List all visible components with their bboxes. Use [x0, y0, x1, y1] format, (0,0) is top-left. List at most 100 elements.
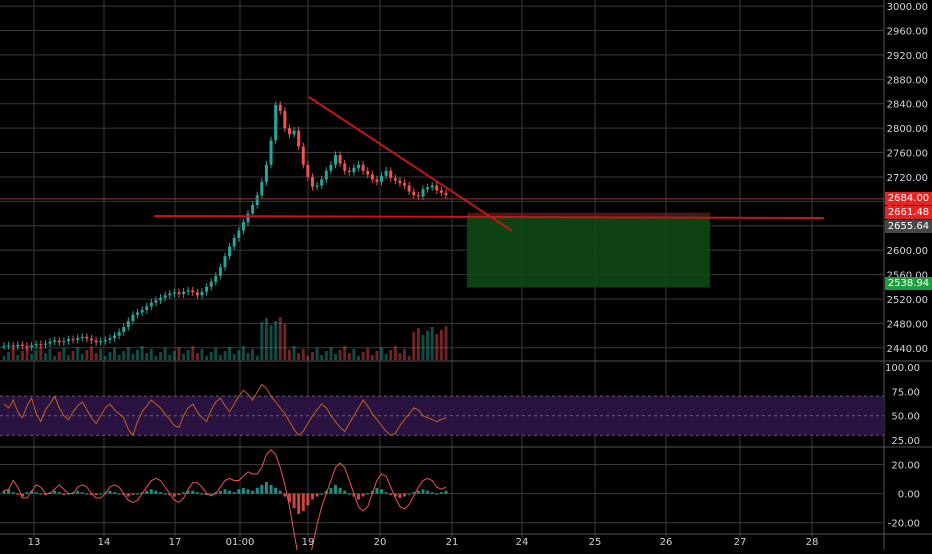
price-axis-label: 2760.00: [887, 149, 928, 160]
histogram-bar: [66, 493, 70, 495]
volume-bar: [25, 347, 29, 360]
histogram-bar: [117, 493, 121, 495]
histogram-bar: [223, 489, 227, 494]
candle-body: [7, 345, 11, 347]
candle-body: [375, 179, 379, 182]
candle-body: [172, 292, 176, 294]
candle-body: [154, 300, 158, 303]
candle-body: [343, 163, 347, 171]
oscillator-line: [3, 383, 447, 437]
histogram-bar: [398, 493, 402, 498]
histogram-bar: [338, 487, 342, 494]
volume-bar: [306, 356, 310, 360]
histogram-bar: [25, 492, 29, 494]
volume-bar: [172, 351, 176, 360]
time-axis-label: 17: [169, 537, 182, 548]
volume-bar: [255, 356, 259, 360]
volume-bar: [246, 353, 250, 360]
histogram-bar: [43, 493, 47, 496]
candle-body: [122, 327, 126, 332]
volume-bar: [375, 351, 379, 360]
candle-body: [315, 185, 319, 187]
volume-bar: [310, 352, 314, 360]
price-axis-label: 3000.00: [887, 2, 928, 13]
histogram-bar: [191, 490, 195, 494]
candle-body: [131, 314, 135, 321]
volume-bar: [361, 352, 365, 360]
candle-body: [218, 267, 222, 276]
candle-body: [11, 345, 15, 347]
candle-body: [57, 340, 61, 343]
histogram-bar: [366, 493, 370, 495]
candle-body: [283, 111, 287, 129]
candle-body: [117, 331, 121, 336]
candle-body: [136, 312, 140, 315]
candle-body: [16, 344, 20, 347]
candle-body: [145, 306, 149, 310]
candle-body: [370, 174, 374, 180]
candle-body: [214, 275, 218, 282]
volume-bar: [80, 354, 84, 360]
histogram-bar: [76, 490, 80, 494]
candle-body: [53, 340, 57, 342]
volume-bar: [241, 346, 245, 360]
histogram-bar: [209, 493, 213, 495]
volume-bar: [163, 348, 167, 360]
histogram-bar: [218, 490, 222, 494]
volume-bar: [398, 353, 402, 360]
volume-bar: [412, 332, 416, 360]
histogram-signal-line: [3, 449, 447, 554]
histogram-bar: [99, 493, 103, 495]
candle-body: [76, 338, 80, 340]
volume-bar: [269, 325, 273, 360]
candle-body: [126, 320, 130, 328]
price-tag-upper: 2684.00: [885, 192, 932, 205]
volume-bar: [209, 352, 213, 360]
oscillator-axis-label: 25.00: [891, 436, 920, 447]
volume-bar: [343, 346, 347, 360]
histogram-axis-label: 20.00: [891, 461, 920, 472]
histogram-bar: [53, 490, 57, 494]
histogram-bar: [407, 493, 411, 495]
time-axis-label: 28: [806, 537, 819, 548]
volume-bar: [66, 355, 70, 360]
candle-body: [403, 183, 407, 186]
volume-bar: [136, 350, 140, 360]
histogram-bar: [195, 492, 199, 494]
histogram-bar: [177, 493, 181, 496]
volume-bar: [182, 354, 186, 360]
histogram-bar: [182, 492, 186, 494]
histogram-bar: [145, 490, 149, 494]
volume-bar: [292, 346, 296, 360]
histogram-bar: [89, 493, 93, 496]
histogram-bar: [435, 493, 439, 495]
histogram-bar: [186, 490, 190, 494]
candle-body: [191, 290, 195, 293]
candle-body: [48, 341, 52, 344]
candle-body: [200, 291, 204, 296]
volume-bar: [366, 348, 370, 360]
time-axis-label: 21: [446, 537, 459, 548]
volume-bar: [283, 324, 287, 360]
candle-body: [421, 189, 425, 197]
price-tag-mid: 2661.48: [885, 206, 932, 219]
candle-body: [416, 195, 420, 197]
histogram-bar: [301, 493, 305, 512]
candle-body: [380, 175, 384, 182]
price-axis-label: 2880.00: [887, 75, 928, 86]
volume-bar: [352, 349, 356, 360]
histogram-bar: [430, 492, 434, 494]
histogram-bar: [34, 492, 38, 494]
candle-body: [361, 164, 365, 171]
histogram-bar: [393, 493, 397, 497]
volume-bar: [57, 352, 61, 360]
histogram-bar: [228, 490, 232, 494]
volume-bar: [439, 330, 443, 360]
histogram-bar: [57, 492, 61, 494]
volume-bar: [274, 321, 278, 360]
histogram-bar: [16, 493, 20, 496]
price-axis-label: 2560.00: [887, 271, 928, 282]
histogram-bar: [163, 493, 167, 495]
